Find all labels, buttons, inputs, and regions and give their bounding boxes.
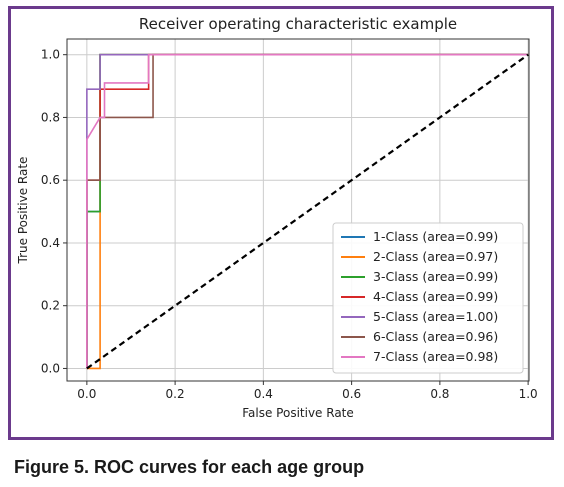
y-tick-label: 0.4 [41,236,60,250]
plot-area [66,38,530,382]
legend-label: 1-Class (area=0.99) [373,229,498,244]
roc-chart: Receiver operating characteristic exampl… [16,15,538,420]
y-axis-label: True Positive Rate [16,157,30,265]
legend-box [332,222,524,374]
figure-frame: Receiver operating characteristic exampl… [8,6,554,440]
y-tick-label: 0.2 [41,299,60,313]
x-tick-label: 1.0 [519,387,538,401]
x-tick-label: 0.2 [166,387,185,401]
legend-label: 3-Class (area=0.99) [373,269,498,284]
legend-label: 4-Class (area=0.99) [373,289,498,304]
chance-diagonal [86,53,529,370]
x-tick-label: 0.6 [342,387,361,401]
y-tick-label: 0.8 [41,110,60,124]
legend-label: 7-Class (area=0.98) [373,349,498,364]
x-tick-label: 0.4 [254,387,273,401]
y-tick-label: 1.0 [41,48,60,62]
y-tick-label: 0.0 [41,361,60,375]
chart-title: Receiver operating characteristic exampl… [139,15,457,33]
legend-label: 6-Class (area=0.96) [373,329,498,344]
x-tick-label: 0.0 [77,387,96,401]
x-axis-label: False Positive Rate [242,406,354,420]
roc-line-7 [86,53,529,369]
y-tick-label: 0.6 [41,173,60,187]
legend-label: 2-Class (area=0.97) [373,249,498,264]
legend-label: 5-Class (area=1.00) [373,309,498,324]
x-tick-label: 0.8 [430,387,449,401]
figure-caption: Figure 5. ROC curves for each age group [14,457,365,477]
